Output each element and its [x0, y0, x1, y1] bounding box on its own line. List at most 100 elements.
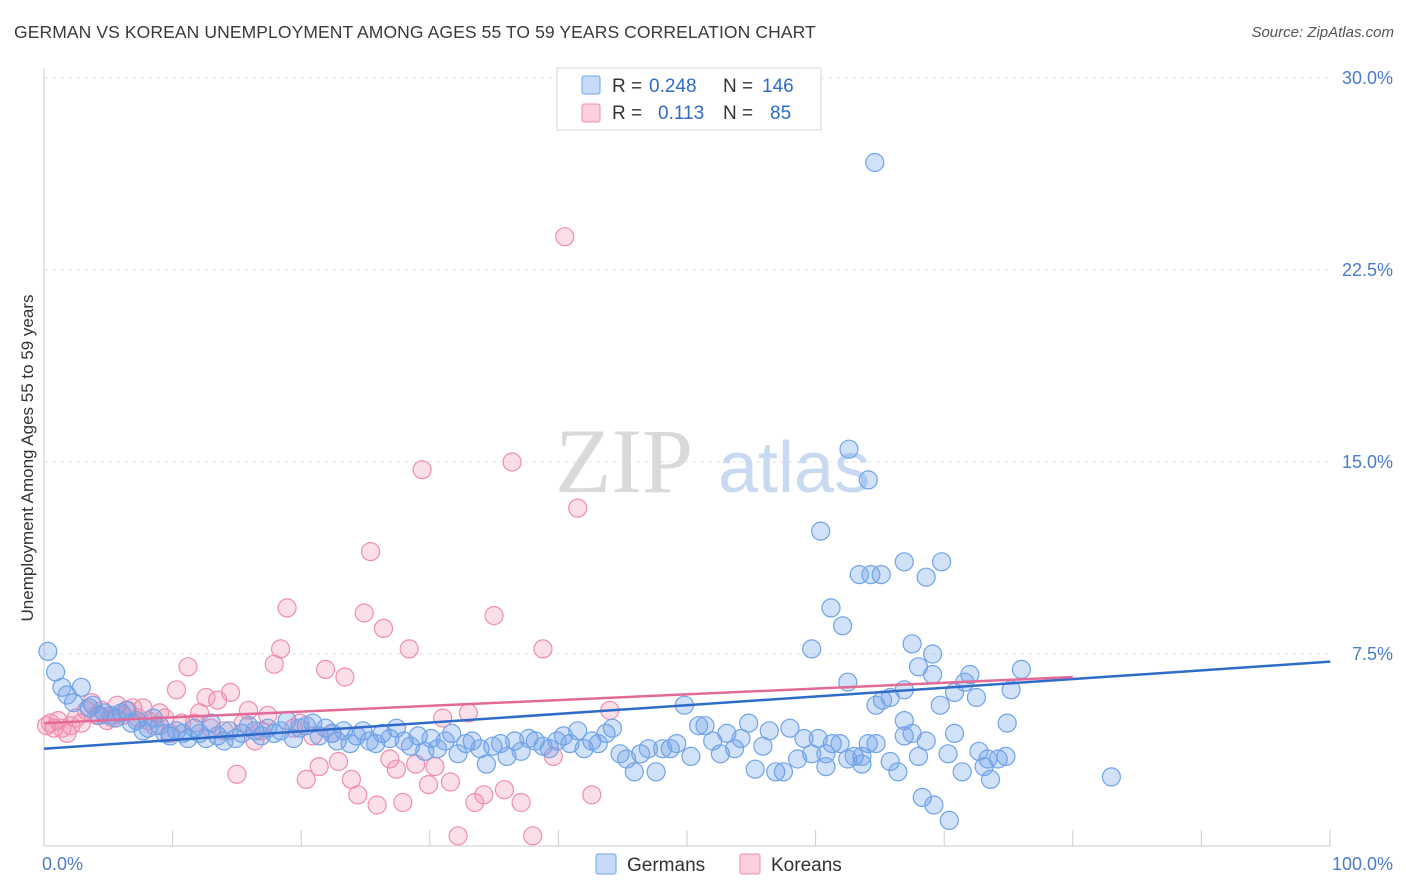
german-point-106 — [731, 728, 751, 749]
german-point-54 — [366, 733, 386, 754]
german-point-104 — [717, 723, 737, 744]
german-point-105 — [724, 739, 745, 759]
german-point-166 — [821, 598, 841, 618]
german-point-11 — [106, 708, 126, 728]
german-point-64 — [435, 731, 455, 751]
german-point-154 — [802, 639, 822, 659]
chart-title: GERMAN VS KOREAN UNEMPLOYMENT AMONG AGES… — [14, 22, 816, 42]
bottom-legend-koreans: Koreans — [771, 855, 842, 876]
korean-point-66 — [418, 774, 439, 795]
legend-n-value-germans: 146 — [762, 76, 794, 97]
german-point-122 — [844, 746, 864, 767]
koreans-points — [36, 227, 620, 846]
german-point-156 — [866, 733, 886, 754]
german-point-96 — [660, 739, 680, 759]
legend-r-label: R = — [612, 76, 642, 97]
german-point-99 — [681, 746, 701, 767]
x-tick-label-max: 100.0% — [1332, 854, 1393, 874]
german-point-114 — [787, 749, 808, 769]
german-point-151 — [1011, 659, 1032, 680]
german-point-159 — [912, 787, 932, 808]
german-point-32 — [226, 728, 246, 749]
german-point-115 — [794, 728, 814, 749]
german-point-65 — [442, 723, 462, 744]
german-point-4 — [63, 692, 84, 713]
german-point-59 — [400, 736, 421, 756]
korean-point-35 — [220, 682, 241, 703]
german-point-89 — [610, 744, 630, 764]
german-point-131 — [908, 746, 929, 767]
german-point-0 — [38, 641, 58, 662]
german-point-176 — [858, 470, 878, 490]
korean-point-56 — [354, 603, 374, 623]
germans-trend-line — [43, 660, 1331, 750]
german-point-139 — [966, 687, 987, 708]
korean-point-36 — [227, 764, 247, 784]
german-point-168 — [849, 564, 869, 585]
german-point-165 — [1101, 767, 1122, 787]
german-point-155 — [852, 746, 872, 767]
german-point-136 — [944, 723, 965, 744]
german-point-108 — [745, 759, 765, 779]
german-point-157 — [880, 751, 900, 772]
german-point-161 — [939, 810, 959, 831]
german-point-73 — [497, 746, 517, 767]
y-tick-label-1: 15.0% — [1342, 452, 1393, 472]
german-point-71 — [483, 736, 503, 756]
bottom-legend-germans: Germans — [627, 855, 705, 876]
german-point-129 — [894, 726, 914, 746]
korean-point-70 — [448, 826, 468, 846]
german-point-81 — [553, 726, 574, 746]
y-tick-label-0: 7.5% — [1352, 644, 1393, 664]
german-point-68 — [462, 731, 482, 751]
legend-n-label: N = — [723, 76, 753, 97]
german-point-50 — [340, 733, 360, 754]
legend: R = 0.248 N = 146 R = 0.113 N = 85 — [556, 67, 822, 131]
korean-point-47 — [296, 769, 316, 790]
german-point-153 — [816, 744, 836, 764]
korean-point-57 — [361, 541, 381, 562]
legend-swatch-koreans — [581, 103, 601, 123]
trend-lines — [43, 660, 1331, 750]
german-point-175 — [839, 439, 859, 459]
source-label: Source: ZipAtlas.com — [1251, 24, 1394, 41]
german-point-160 — [924, 795, 944, 815]
korean-point-53 — [335, 667, 355, 687]
korean-point-74 — [484, 605, 504, 626]
german-point-143 — [996, 746, 1016, 767]
korean-point-83 — [582, 785, 602, 805]
korean-point-55 — [348, 785, 368, 805]
german-point-134 — [930, 695, 950, 715]
german-point-103 — [710, 744, 731, 764]
bottom-legend-swatch-koreans — [739, 853, 761, 875]
german-point-172 — [916, 567, 936, 587]
watermark-zip: ZIP — [555, 410, 693, 512]
grid-lines — [44, 77, 1330, 655]
german-point-146 — [908, 657, 929, 677]
legend-r-value-germans: 0.248 — [649, 76, 697, 97]
legend-r-value-koreans: 0.113 — [658, 103, 704, 124]
korean-point-62 — [393, 792, 413, 813]
german-point-95 — [652, 739, 673, 759]
korean-point-82 — [568, 498, 588, 518]
korean-point-50 — [316, 659, 336, 680]
german-point-88 — [602, 718, 623, 738]
german-point-110 — [759, 721, 779, 741]
bottom-legend-swatch-germans — [595, 853, 617, 875]
watermark: ZIP atlas — [555, 410, 870, 512]
german-point-56 — [380, 728, 400, 749]
german-point-93 — [638, 739, 659, 759]
legend-n-value-koreans: 85 — [770, 103, 791, 124]
korean-point-28 — [178, 657, 198, 677]
german-point-70 — [476, 754, 496, 774]
german-point-145 — [902, 634, 922, 654]
german-point-79 — [539, 739, 560, 759]
korean-point-65 — [412, 460, 432, 480]
german-point-142 — [988, 749, 1008, 769]
german-point-132 — [916, 731, 936, 751]
german-point-117 — [808, 728, 828, 749]
korean-point-75 — [494, 780, 514, 800]
korean-point-63 — [399, 639, 419, 659]
german-point-62 — [421, 728, 441, 749]
